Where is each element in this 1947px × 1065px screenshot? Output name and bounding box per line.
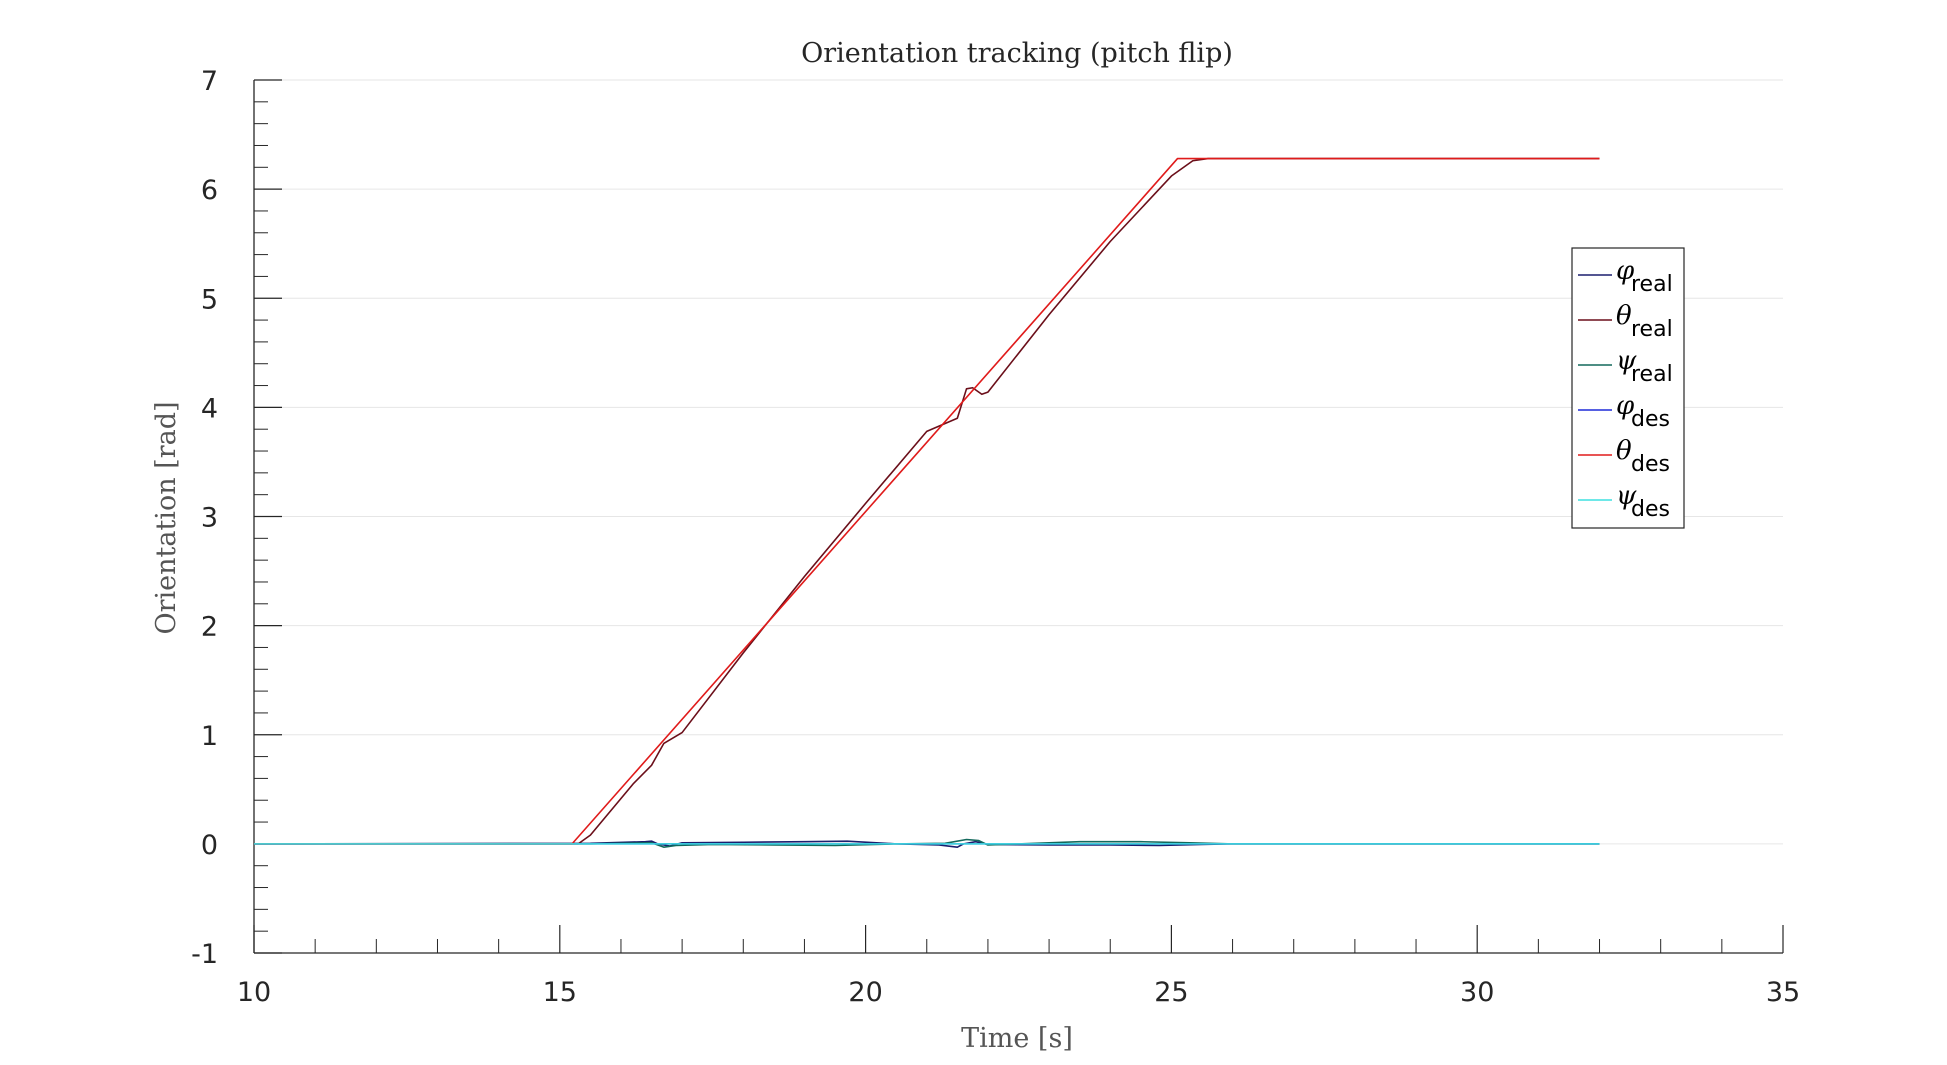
legend-label-subscript: real xyxy=(1631,272,1673,297)
legend-label-symbol: θ xyxy=(1616,301,1632,331)
legend-label-subscript: des xyxy=(1631,452,1670,477)
legend-label-subscript: real xyxy=(1631,362,1673,387)
y-tick-label: 1 xyxy=(201,721,218,752)
y-tick-label: 3 xyxy=(201,503,218,534)
legend-label-symbol: φ xyxy=(1616,391,1635,421)
legend-label-symbol: φ xyxy=(1616,256,1635,286)
x-tick-label: 20 xyxy=(848,977,882,1008)
series-line-real-θ xyxy=(254,157,1600,845)
y-tick-label: 6 xyxy=(201,175,218,206)
x-tick-label: 30 xyxy=(1460,977,1494,1008)
legend-label-subscript: des xyxy=(1631,407,1670,432)
legend-label-symbol: ψ xyxy=(1616,481,1637,511)
y-axis-label: Orientation [rad] xyxy=(151,401,182,634)
x-axis-label: Time [s] xyxy=(961,1023,1073,1054)
y-tick-label: 5 xyxy=(201,284,218,315)
x-tick-label: 25 xyxy=(1154,977,1188,1008)
y-tick-label: 2 xyxy=(201,612,218,643)
x-tick-label: 10 xyxy=(237,977,271,1008)
grid-layer xyxy=(254,79,1783,954)
legend-label-symbol: ψ xyxy=(1616,346,1637,376)
series-layer xyxy=(253,157,1600,848)
axes-layer: -1 0 1 2 3 4 5 6 7 10 15 20 25 30 35 xyxy=(191,66,1800,1008)
series-line-des-θ xyxy=(254,157,1600,845)
y-tick-label: 4 xyxy=(201,393,218,424)
x-tick-label: 35 xyxy=(1766,977,1800,1008)
text-layer: Orientation tracking (pitch flip) Time [… xyxy=(151,38,1233,1054)
legend-label-subscript: real xyxy=(1631,317,1673,342)
x-tick-label: 15 xyxy=(543,977,577,1008)
y-tick-label: -1 xyxy=(191,939,218,970)
chart-title: Orientation tracking (pitch flip) xyxy=(801,38,1233,69)
y-tick-label: 7 xyxy=(201,66,218,97)
legend-box xyxy=(1571,247,1685,529)
legend-label-symbol: θ xyxy=(1616,436,1632,466)
legend-label-subscript: des xyxy=(1631,497,1670,522)
y-tick-label: 0 xyxy=(201,830,218,861)
